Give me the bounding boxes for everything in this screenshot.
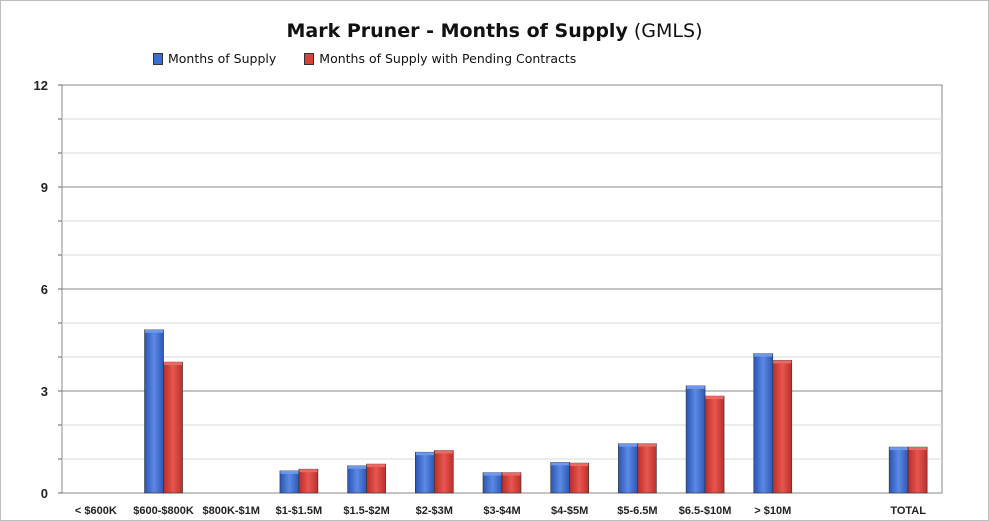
x-tick-label: $3-$4M — [483, 505, 520, 517]
bar-top-highlight — [145, 330, 163, 333]
x-tick-label: < $600K — [75, 505, 117, 517]
bar-top-highlight — [348, 466, 366, 469]
bar-top-highlight — [909, 447, 927, 450]
bar-top-highlight — [754, 354, 772, 357]
bar-top-highlight — [435, 451, 453, 454]
bar-top-highlight — [687, 386, 705, 389]
bar-months-of-supply — [754, 354, 773, 493]
y-tick-label: 9 — [41, 180, 48, 195]
bar-top-highlight — [299, 469, 317, 472]
bar-top-highlight — [619, 444, 637, 447]
y-tick-label: 12 — [34, 78, 48, 93]
bar-top-highlight — [638, 444, 656, 447]
bar-pending-contracts — [502, 473, 521, 493]
bar-months-of-supply — [551, 462, 570, 493]
bar-top-highlight — [280, 471, 298, 474]
bar-pending-contracts — [299, 469, 318, 493]
bar-top-highlight — [890, 447, 908, 450]
bar-top-highlight — [503, 473, 521, 476]
x-tick-label: $5-6.5M — [617, 505, 657, 517]
x-tick-label: > $10M — [754, 505, 791, 517]
bar-pending-contracts — [705, 396, 724, 493]
bar-pending-contracts — [773, 360, 792, 493]
bar-months-of-supply — [686, 386, 705, 493]
x-tick-label: $4-$5M — [551, 505, 588, 517]
bar-months-of-supply — [145, 330, 164, 493]
bar-pending-contracts — [637, 444, 656, 493]
bar-top-highlight — [367, 464, 385, 467]
x-tick-label: $6.5-$10M — [679, 505, 732, 517]
x-tick-label: $800K-$1M — [202, 505, 259, 517]
bar-top-highlight — [706, 396, 724, 399]
bar-top-highlight — [551, 462, 569, 465]
bar-pending-contracts — [570, 463, 589, 493]
bar-top-highlight — [484, 473, 502, 476]
bar-top-highlight — [416, 452, 434, 455]
bar-months-of-supply — [889, 447, 908, 493]
bar-months-of-supply — [348, 466, 367, 493]
x-tick-label: TOTAL — [890, 505, 926, 517]
bar-top-highlight — [570, 463, 588, 466]
y-tick-label: 3 — [41, 384, 48, 399]
x-tick-label: $1.5-$2M — [343, 505, 389, 517]
bar-pending-contracts — [367, 464, 386, 493]
bar-months-of-supply — [483, 473, 502, 493]
bar-pending-contracts — [434, 451, 453, 494]
bar-months-of-supply — [618, 444, 637, 493]
x-tick-label: $2-$3M — [416, 505, 453, 517]
bar-pending-contracts — [164, 362, 183, 493]
bar-top-highlight — [164, 362, 182, 365]
bar-months-of-supply — [415, 452, 434, 493]
bar-pending-contracts — [908, 447, 927, 493]
y-tick-label: 0 — [41, 486, 48, 501]
x-tick-label: $600-$800K — [133, 505, 194, 517]
y-tick-label: 6 — [41, 282, 48, 297]
x-tick-label: $1-$1.5M — [276, 505, 322, 517]
bar-top-highlight — [773, 360, 791, 363]
bar-months-of-supply — [280, 471, 299, 493]
